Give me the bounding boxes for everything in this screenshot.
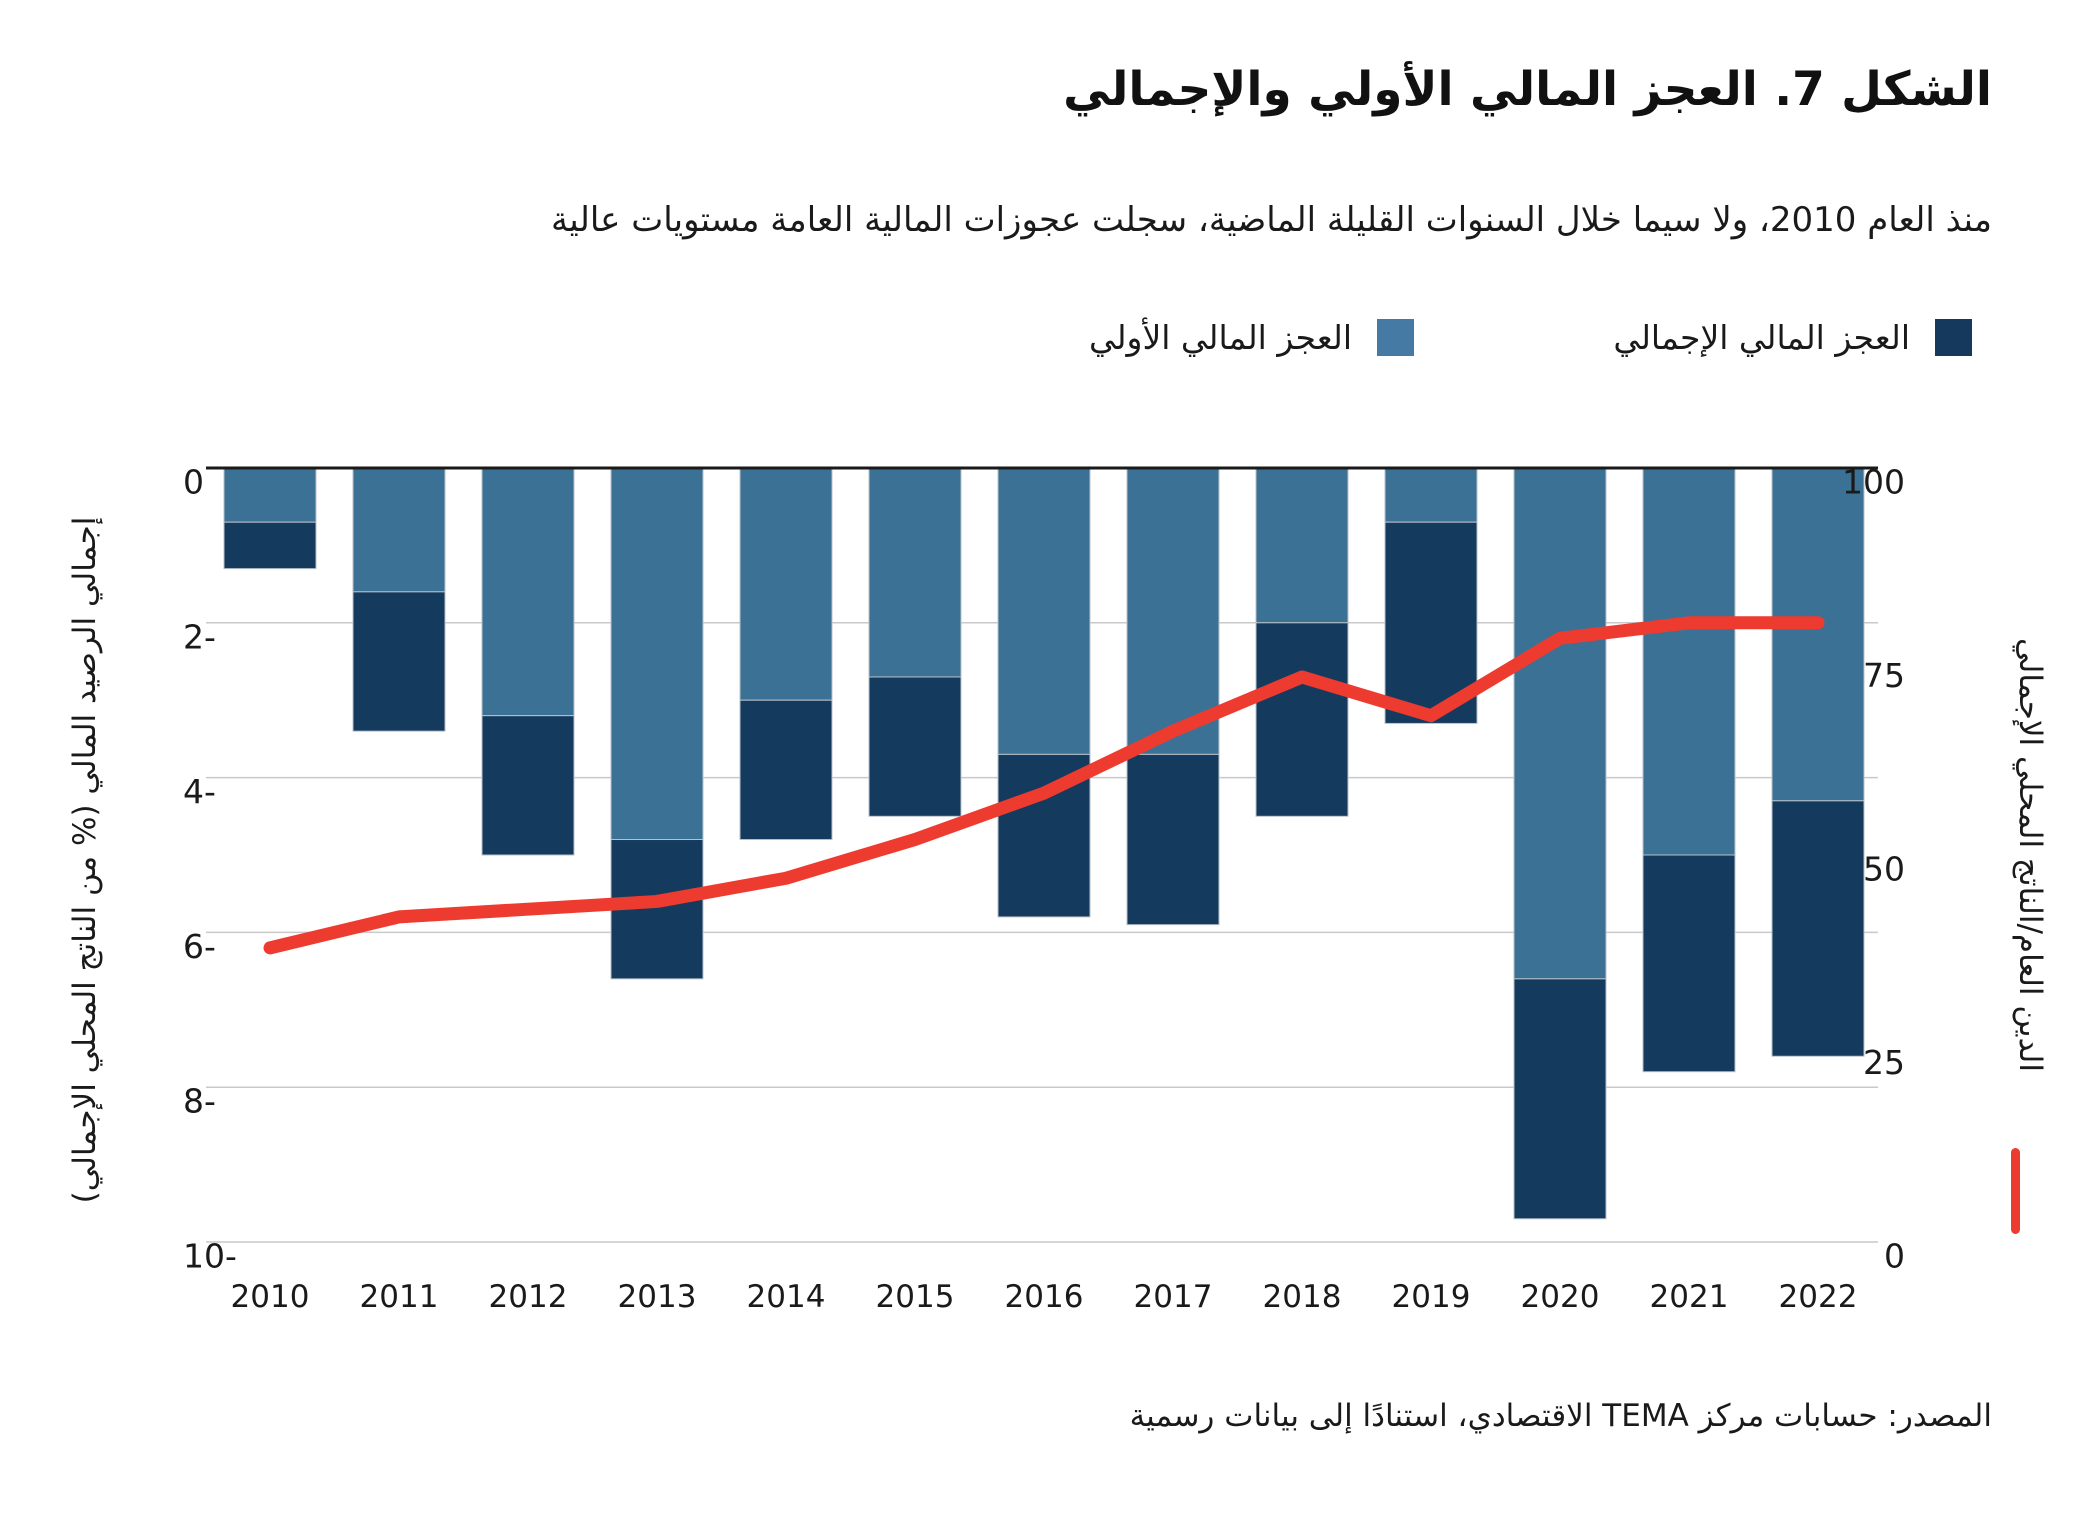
bar-primary-2018 [1255,467,1349,624]
bar-primary-2015 [868,467,962,678]
bar-primary-2017 [1126,467,1220,755]
legend-item-overall-deficit: العجز المالي الإجمالي [1613,318,1972,357]
bar-primary-2010 [223,467,317,523]
bar-primary-2020 [1513,467,1607,980]
bar-primary-2014 [739,467,833,701]
bar-primary-2019 [1384,467,1478,523]
x-axis-label-2018: 2018 [1263,1279,1342,1315]
right-axis-tick-75: 75 [1863,656,1905,695]
x-axis-label-2012: 2012 [489,1279,568,1315]
right-axis-title: الدين العام/الناتج المحلي الإجمالي [2012,638,2048,1072]
bar-overall-2020 [1513,978,1607,1220]
debt-line-legend-marker [2011,1148,2020,1234]
debt-to-gdp-line [263,616,1825,955]
x-axis-label-2013: 2013 [618,1279,697,1315]
bar-overall-2015 [868,676,962,817]
x-axis-label-2016: 2016 [1005,1279,1084,1315]
overall-deficit-swatch [1935,319,1972,356]
right-axis-tick-0: 0 [1884,1237,1905,1276]
x-axis-label-2022: 2022 [1779,1279,1858,1315]
bar-overall-2022 [1771,800,1865,1057]
x-axis-label-2021: 2021 [1650,1279,1729,1315]
x-axis-label-2020: 2020 [1521,1279,1600,1315]
source-note: المصدر: حسابات مركز TEMA الاقتصادي، استن… [1129,1398,1992,1434]
bar-overall-2018 [1255,622,1349,817]
left-axis-tick--6: -6 [183,927,216,966]
right-axis-tick-25: 25 [1863,1043,1905,1082]
figure-subtitle: منذ العام 2010، ولا سيما خلال السنوات ال… [550,200,1992,240]
left-axis-tick-0: 0 [183,463,204,502]
left-axis-title: إجمالي الرصيد المالي (% من الناتج المحلي… [67,516,103,1204]
figure-title: الشكل 7. العجز المالي الأولي والإجمالي [1063,62,1992,117]
bar-overall-2014 [739,699,833,841]
right-axis-tick-100: 100 [1842,463,1905,502]
x-axis-label-2010: 2010 [231,1279,310,1315]
x-axis-label-2019: 2019 [1392,1279,1471,1315]
bar-primary-2016 [997,467,1091,755]
bar-overall-2012 [481,715,575,856]
legend-label-overall-deficit: العجز المالي الإجمالي [1613,318,1910,357]
left-axis-tick--8: -8 [183,1082,216,1121]
right-axis-tick-50: 50 [1863,850,1905,889]
bar-primary-2013 [610,467,704,841]
left-axis-tick--10: -10 [183,1237,237,1276]
legend-item-primary-deficit: العجز المالي الأولي [1089,318,1414,357]
bar-overall-2011 [352,591,446,732]
bar-primary-2011 [352,467,446,593]
x-axis-label-2017: 2017 [1134,1279,1213,1315]
bar-primary-2012 [481,467,575,717]
bar-primary-2021 [1642,467,1736,856]
left-axis-tick--2: -2 [183,617,216,656]
bar-overall-2010 [223,521,317,570]
x-axis-label-2011: 2011 [360,1279,439,1315]
bar-overall-2017 [1126,753,1220,926]
primary-deficit-swatch [1377,319,1414,356]
left-axis-tick--4: -4 [183,772,216,811]
x-axis-label-2015: 2015 [876,1279,955,1315]
bar-overall-2021 [1642,854,1736,1073]
x-axis-label-2014: 2014 [747,1279,826,1315]
legend-label-primary-deficit: العجز المالي الأولي [1088,318,1352,357]
bar-primary-2022 [1771,467,1865,802]
